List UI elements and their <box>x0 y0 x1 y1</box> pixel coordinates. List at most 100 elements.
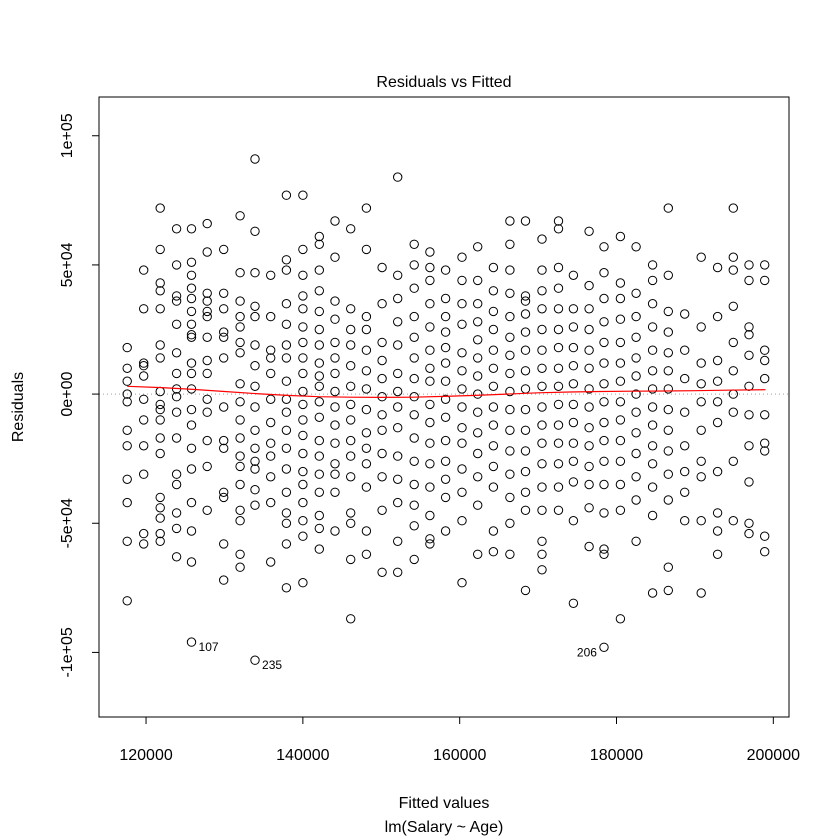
residual-point <box>584 402 594 412</box>
residual-point <box>393 386 403 397</box>
residual-point <box>330 469 340 479</box>
residual-point <box>186 358 197 368</box>
residual-point <box>346 435 356 446</box>
residual-point <box>505 492 515 503</box>
residual-point <box>202 311 212 322</box>
residual-point <box>680 407 690 417</box>
residual-point <box>505 446 515 456</box>
residual-point <box>505 518 515 528</box>
residual-point <box>631 407 641 417</box>
residual-point <box>553 224 564 234</box>
residual-point <box>219 539 229 549</box>
residual-point <box>393 567 403 577</box>
residual-point <box>647 384 658 394</box>
residual-point <box>473 299 483 309</box>
residual-point <box>202 332 212 342</box>
residual-point <box>393 270 403 280</box>
residual-point <box>393 474 403 484</box>
residual-point <box>186 330 197 340</box>
residual-point <box>330 487 340 497</box>
residual-point <box>631 389 641 399</box>
residual-point <box>457 464 467 474</box>
residual-point <box>139 265 149 275</box>
residual-point <box>377 448 387 459</box>
residual-point <box>760 410 770 420</box>
residual-point <box>760 373 770 384</box>
residual-point <box>250 456 260 466</box>
residual-point <box>171 479 182 490</box>
residual-point <box>330 459 340 469</box>
residual-point <box>122 425 132 435</box>
residual-point <box>139 358 149 368</box>
residual-point <box>631 495 641 505</box>
residual-point <box>457 366 467 376</box>
residual-point <box>599 456 609 466</box>
residual-point <box>235 322 245 332</box>
residual-point <box>235 337 245 348</box>
residual-point <box>155 433 165 443</box>
y-tick-label: 0e+00 <box>59 372 76 417</box>
residual-point <box>520 404 531 415</box>
residual-point <box>219 435 229 446</box>
residual-point <box>440 311 451 322</box>
residual-point <box>139 304 149 314</box>
residual-point <box>298 270 308 280</box>
residual-point <box>473 448 483 459</box>
residual-point <box>171 407 182 417</box>
residual-point <box>520 216 531 226</box>
residual-point <box>457 487 467 497</box>
residual-point <box>599 397 609 407</box>
residual-point <box>505 332 515 342</box>
residual-point <box>505 404 515 415</box>
residual-point <box>377 299 387 309</box>
residual-point <box>330 216 340 226</box>
residual-point <box>314 381 324 391</box>
residual-point <box>314 371 324 381</box>
residual-point <box>553 459 564 469</box>
residual-point <box>361 526 372 536</box>
residual-point <box>250 381 260 391</box>
residual-point <box>314 397 324 407</box>
residual-point <box>712 526 723 536</box>
residual-point <box>250 301 260 311</box>
residual-point <box>488 402 499 412</box>
residual-point <box>250 311 260 322</box>
residual-point <box>599 479 609 490</box>
residual-point <box>298 578 308 588</box>
residual-point <box>314 412 324 422</box>
residual-point <box>298 190 308 200</box>
residual-point <box>186 637 197 647</box>
residual-point <box>361 244 372 255</box>
residual-point <box>680 441 690 451</box>
residual-point <box>155 244 165 255</box>
residual-point <box>122 363 132 373</box>
x-tick-label: 180000 <box>590 747 643 764</box>
residual-point <box>171 508 182 518</box>
residual-point <box>330 368 340 379</box>
residual-point <box>314 510 324 521</box>
residual-point <box>409 373 419 384</box>
residual-point <box>266 451 276 461</box>
residual-point <box>568 304 579 314</box>
residual-point <box>631 242 641 252</box>
lowess-smoother-line <box>127 385 766 399</box>
residual-point <box>663 495 673 505</box>
residual-point <box>728 456 738 466</box>
residual-point <box>409 260 419 270</box>
chart-title: Residuals vs Fitted <box>376 74 511 91</box>
residual-point <box>728 516 738 526</box>
residual-point <box>155 399 165 410</box>
residual-point <box>281 376 292 386</box>
residual-point <box>202 247 212 257</box>
residual-point <box>647 299 658 309</box>
residual-point <box>520 466 531 477</box>
residual-point <box>393 293 403 304</box>
residual-point <box>553 283 564 293</box>
residual-point <box>171 291 182 301</box>
residual-point <box>361 203 372 213</box>
residual-point <box>663 348 673 358</box>
residual-point <box>346 361 356 371</box>
residual-point <box>346 415 356 425</box>
residual-point <box>425 275 435 286</box>
residual-point <box>330 438 340 448</box>
